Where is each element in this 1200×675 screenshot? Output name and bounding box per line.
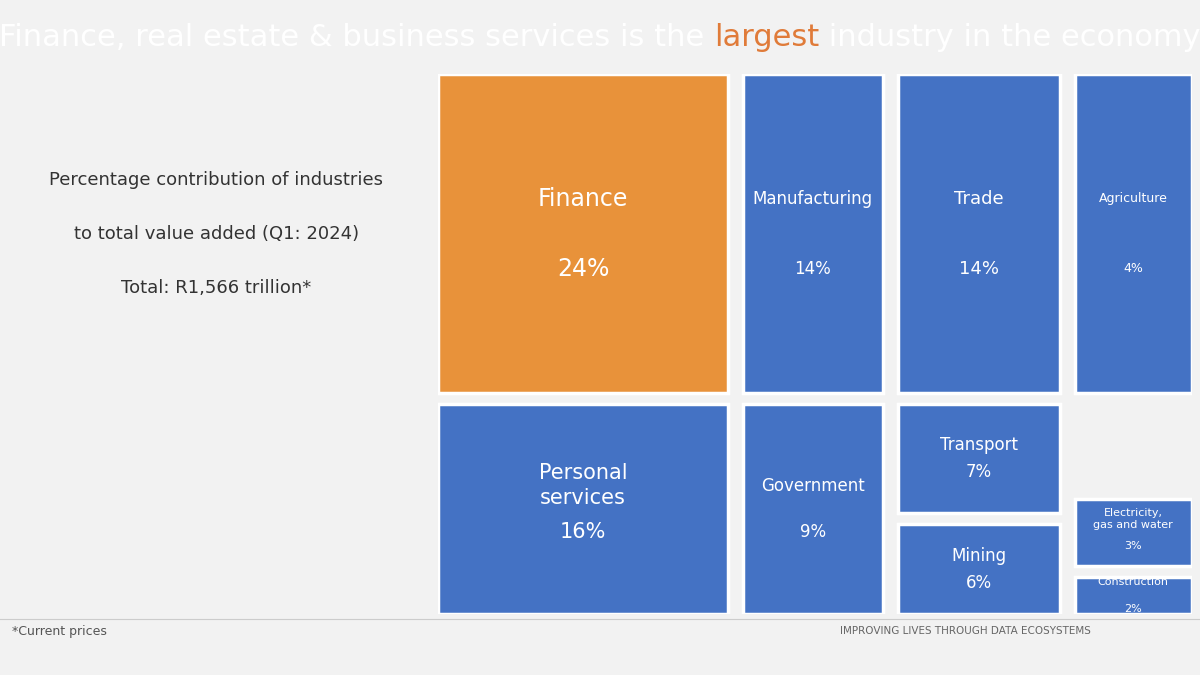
Text: 9%: 9% [800, 523, 826, 541]
Bar [898, 404, 1060, 513]
Text: Agriculture: Agriculture [1099, 192, 1168, 205]
Text: Manufacturing: Manufacturing [752, 190, 872, 207]
Text: largest: largest [714, 23, 820, 51]
Text: 24%: 24% [557, 256, 610, 281]
Text: Government: Government [761, 477, 865, 495]
Text: Trade: Trade [954, 190, 1003, 207]
Bar [438, 404, 728, 614]
Text: Total: R1,566 trillion*: Total: R1,566 trillion* [121, 279, 312, 298]
Bar [1075, 74, 1192, 393]
Bar [743, 404, 883, 614]
Text: Electricity,
gas and water: Electricity, gas and water [1093, 508, 1174, 530]
Text: Finance: Finance [538, 186, 629, 211]
Text: 3%: 3% [1124, 541, 1142, 551]
Text: Construction: Construction [1098, 577, 1169, 587]
Text: Personal
services: Personal services [539, 463, 628, 508]
Text: Mining: Mining [952, 547, 1007, 564]
Text: Transport: Transport [940, 436, 1018, 454]
Text: 14%: 14% [959, 260, 998, 277]
Text: 16%: 16% [560, 522, 606, 542]
Bar [898, 74, 1060, 393]
Text: industry in the economy: industry in the economy [820, 23, 1200, 51]
Bar [1075, 577, 1192, 614]
Bar [438, 74, 728, 393]
Text: 6%: 6% [966, 574, 991, 591]
Text: to total value added (Q1: 2024): to total value added (Q1: 2024) [74, 225, 359, 244]
Bar [1075, 499, 1192, 566]
Bar [743, 74, 883, 393]
Text: Percentage contribution of industries: Percentage contribution of industries [49, 171, 384, 190]
Text: Finance, real estate & business services is the: Finance, real estate & business services… [0, 23, 714, 51]
Text: *Current prices: *Current prices [12, 625, 107, 638]
Text: 14%: 14% [794, 260, 832, 277]
Bar [898, 524, 1060, 614]
Text: 4%: 4% [1123, 262, 1144, 275]
Text: IMPROVING LIVES THROUGH DATA ECOSYSTEMS: IMPROVING LIVES THROUGH DATA ECOSYSTEMS [840, 626, 1091, 637]
Text: 2%: 2% [1124, 604, 1142, 614]
Text: 7%: 7% [966, 463, 991, 481]
